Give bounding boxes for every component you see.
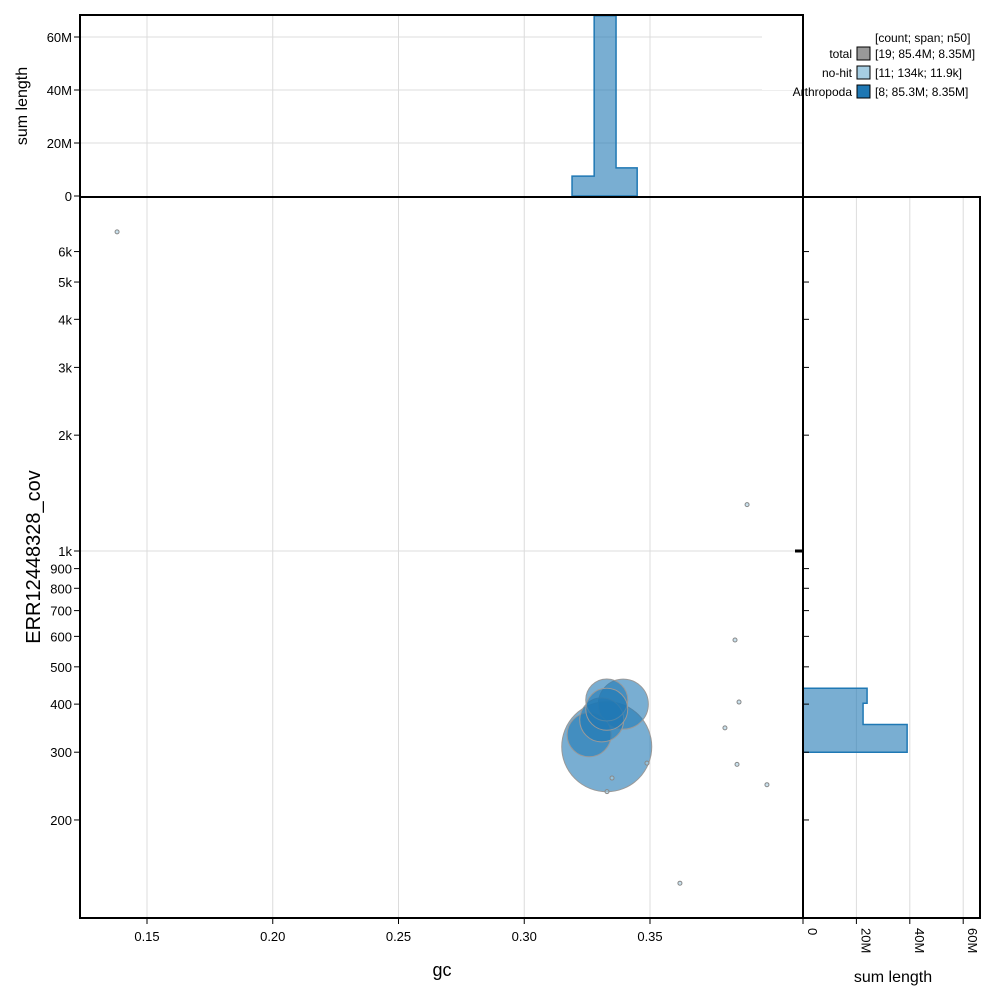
legend-background [762, 30, 802, 90]
main-plot-frame [79, 196, 804, 919]
y-axis-label: ERR12448328_cov [23, 470, 45, 643]
point-no-hit [609, 775, 615, 781]
y-tick-label: 700 [50, 604, 72, 619]
y-tick-label: 2k [58, 428, 72, 443]
point-no-hit [114, 229, 120, 235]
y-tick-label: 800 [50, 581, 72, 596]
x-tick-label: 0.30 [512, 929, 537, 944]
point-no-hit [644, 760, 650, 766]
y-tick-label: 900 [50, 562, 72, 577]
x-tick-label: 0.25 [386, 929, 411, 944]
top-hist-y-tick-label: 40M [47, 83, 72, 98]
point-no-hit [732, 637, 738, 643]
top-hist-frame [79, 14, 804, 196]
point-no-hit [604, 789, 610, 795]
y-tick-label: 500 [50, 660, 72, 675]
right-hist-x-tick-label: 20M [858, 928, 873, 953]
x-axis-label: gc [432, 960, 451, 980]
legend-stats: [19; 85.4M; 8.35M] [875, 47, 975, 61]
right-hist-frame [803, 196, 981, 919]
top-histogram [571, 15, 638, 197]
x-tick-label: 0.35 [637, 929, 662, 944]
x-tick-label: 0.20 [260, 929, 285, 944]
right-histogram [802, 687, 908, 753]
right-hist-x-tick-label: 40M [912, 928, 927, 953]
top-hist-y-label: sum length [14, 67, 31, 145]
grid [80, 15, 964, 918]
y-tick-label: 600 [50, 629, 72, 644]
y-tick-label: 4k [58, 312, 72, 327]
scatter-points [114, 229, 770, 886]
y-tick-label: 200 [50, 813, 72, 828]
legend-stats: [8; 85.3M; 8.35M] [875, 85, 968, 99]
top-hist-y-tick-label: 20M [47, 136, 72, 151]
y-tick-label: 6k [58, 245, 72, 260]
axes: 0.15 0.20 0.25 0.30 0.35 6k 5k 4k 3k 2k 1k 900 800 70… [47, 14, 981, 953]
legend-swatch [856, 46, 871, 61]
point-no-hit [736, 699, 742, 705]
legend-stats: [11; 134k; 11.9k] [875, 66, 962, 80]
point-arthropoda [585, 687, 629, 731]
right-hist-outline [802, 687, 908, 753]
right-hist-x-tick-label: 0 [805, 928, 820, 935]
x-tick-label: 0.15 [134, 929, 159, 944]
y-tick-label: 400 [50, 697, 72, 712]
legend-label: total [829, 47, 852, 61]
point-no-hit [677, 880, 683, 886]
y-tick-label: 300 [50, 745, 72, 760]
legend-label: Arthropoda [793, 85, 853, 99]
y-tick-label: 5k [58, 275, 72, 290]
legend: [count; span; n50] total [19; 85.4M; 8.35M… [762, 30, 975, 99]
y-tick-label: 1k [58, 544, 72, 559]
y-tick-label: 3k [58, 360, 72, 375]
point-no-hit [764, 782, 770, 788]
right-hist-x-label: sum length [854, 969, 932, 986]
point-no-hit [734, 761, 740, 767]
top-hist-y-tick-label: 60M [47, 30, 72, 45]
right-hist-x-tick-label: 60M [965, 928, 980, 953]
top-hist-y-tick-label: 0 [65, 189, 72, 204]
legend-swatch [856, 65, 871, 80]
top-hist-outline [571, 15, 638, 197]
legend-swatch [856, 84, 871, 99]
legend-header: [count; span; n50] [875, 31, 970, 45]
point-no-hit [722, 725, 728, 731]
legend-label: no-hit [822, 66, 853, 80]
point-no-hit [744, 502, 750, 508]
